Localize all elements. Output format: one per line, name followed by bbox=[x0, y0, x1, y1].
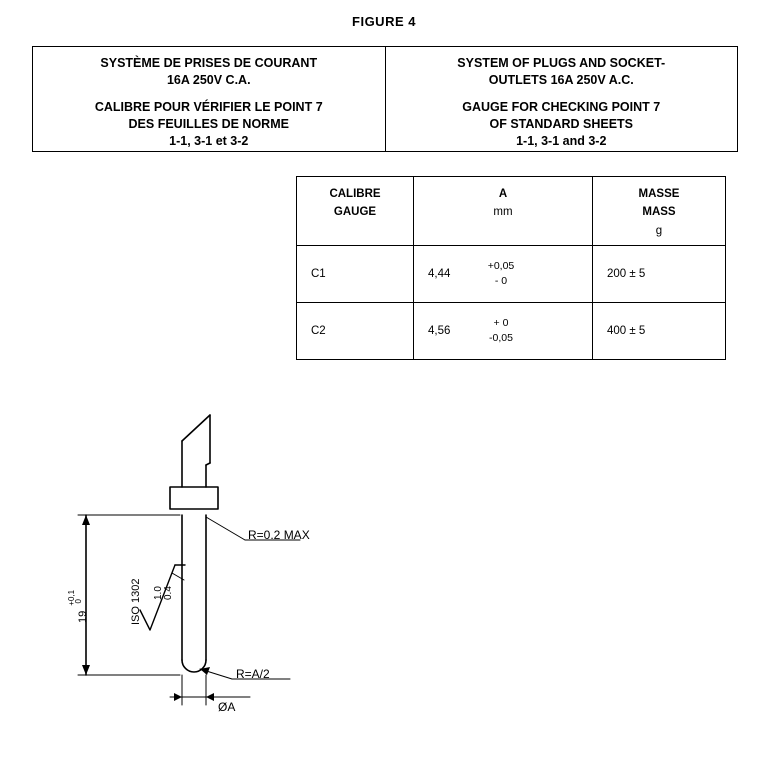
cell-gauge: C1 bbox=[297, 246, 414, 303]
th-gauge: CALIBRE GAUGE bbox=[297, 177, 414, 246]
cell-gauge: C2 bbox=[297, 303, 414, 360]
cell-a: 4,56 + 0 -0,05 bbox=[414, 303, 593, 360]
th-mass-en: MASS bbox=[593, 203, 725, 221]
dim-length-val: 19 bbox=[77, 611, 89, 623]
header-fr: SYSTÈME DE PRISES DE COURANT 16A 250V C.… bbox=[33, 47, 385, 151]
fr-line5: 1-1, 3-1 et 3-2 bbox=[45, 133, 373, 150]
table-head-row: CALIBRE GAUGE A mm MASSE MASS g bbox=[297, 177, 726, 246]
diameter-label: ØA bbox=[218, 700, 235, 714]
a-tol-lower: - 0 bbox=[476, 274, 526, 289]
a-nominal: 4,44 bbox=[428, 268, 476, 280]
cell-mass: 400 ± 5 bbox=[593, 303, 726, 360]
gauge-table: CALIBRE GAUGE A mm MASSE MASS g C1 bbox=[296, 176, 726, 360]
fr-line4: DES FEUILLES DE NORME bbox=[45, 116, 373, 133]
a-tol-lower: -0,05 bbox=[476, 331, 526, 346]
th-mass: MASSE MASS g bbox=[593, 177, 726, 246]
th-a-label: A bbox=[414, 185, 592, 203]
th-gauge-fr: CALIBRE bbox=[297, 185, 413, 203]
dim-length: 19 +0,1 0 bbox=[68, 590, 89, 623]
table-row: C1 4,44 +0,05 - 0 200 ± 5 bbox=[297, 246, 726, 303]
en-line2: OUTLETS 16A 250V A.C. bbox=[398, 72, 726, 89]
th-mass-unit: g bbox=[593, 222, 725, 240]
a-tol-upper: +0,05 bbox=[476, 259, 526, 274]
th-a: A mm bbox=[414, 177, 593, 246]
th-a-unit: mm bbox=[414, 203, 592, 221]
cell-mass: 200 ± 5 bbox=[593, 246, 726, 303]
iso-1302-label: ISO 1302 bbox=[130, 579, 142, 625]
fr-line3: CALIBRE POUR VÉRIFIER LE POINT 7 bbox=[45, 99, 373, 116]
r-top-label: R=0.2 MAX bbox=[248, 528, 310, 542]
cell-a: 4,44 +0,05 - 0 bbox=[414, 246, 593, 303]
roughness-lower: 0.4 bbox=[163, 586, 174, 600]
fr-line1: SYSTÈME DE PRISES DE COURANT bbox=[45, 55, 373, 72]
figure-title: FIGURE 4 bbox=[0, 14, 768, 29]
header-box: SYSTÈME DE PRISES DE COURANT 16A 250V C.… bbox=[32, 46, 738, 152]
th-mass-fr: MASSE bbox=[593, 185, 725, 203]
gauge-drawing: 19 +0,1 0 ISO 1302 1.0 0.4 R=0.2 MAX R=A… bbox=[50, 405, 390, 735]
en-line4: OF STANDARD SHEETS bbox=[398, 116, 726, 133]
a-tol-upper: + 0 bbox=[476, 316, 526, 331]
th-gauge-en: GAUGE bbox=[297, 203, 413, 221]
header-en: SYSTEM OF PLUGS AND SOCKET- OUTLETS 16A … bbox=[385, 47, 738, 151]
r-bottom-label: R=A/2 bbox=[236, 667, 270, 681]
fr-line2: 16A 250V C.A. bbox=[45, 72, 373, 89]
dim-length-tol: +0,1 0 bbox=[68, 590, 82, 606]
a-nominal: 4,56 bbox=[428, 325, 476, 337]
table-row: C2 4,56 + 0 -0,05 400 ± 5 bbox=[297, 303, 726, 360]
en-line5: 1-1, 3-1 and 3-2 bbox=[398, 133, 726, 150]
en-line1: SYSTEM OF PLUGS AND SOCKET- bbox=[398, 55, 726, 72]
en-line3: GAUGE FOR CHECKING POINT 7 bbox=[398, 99, 726, 116]
